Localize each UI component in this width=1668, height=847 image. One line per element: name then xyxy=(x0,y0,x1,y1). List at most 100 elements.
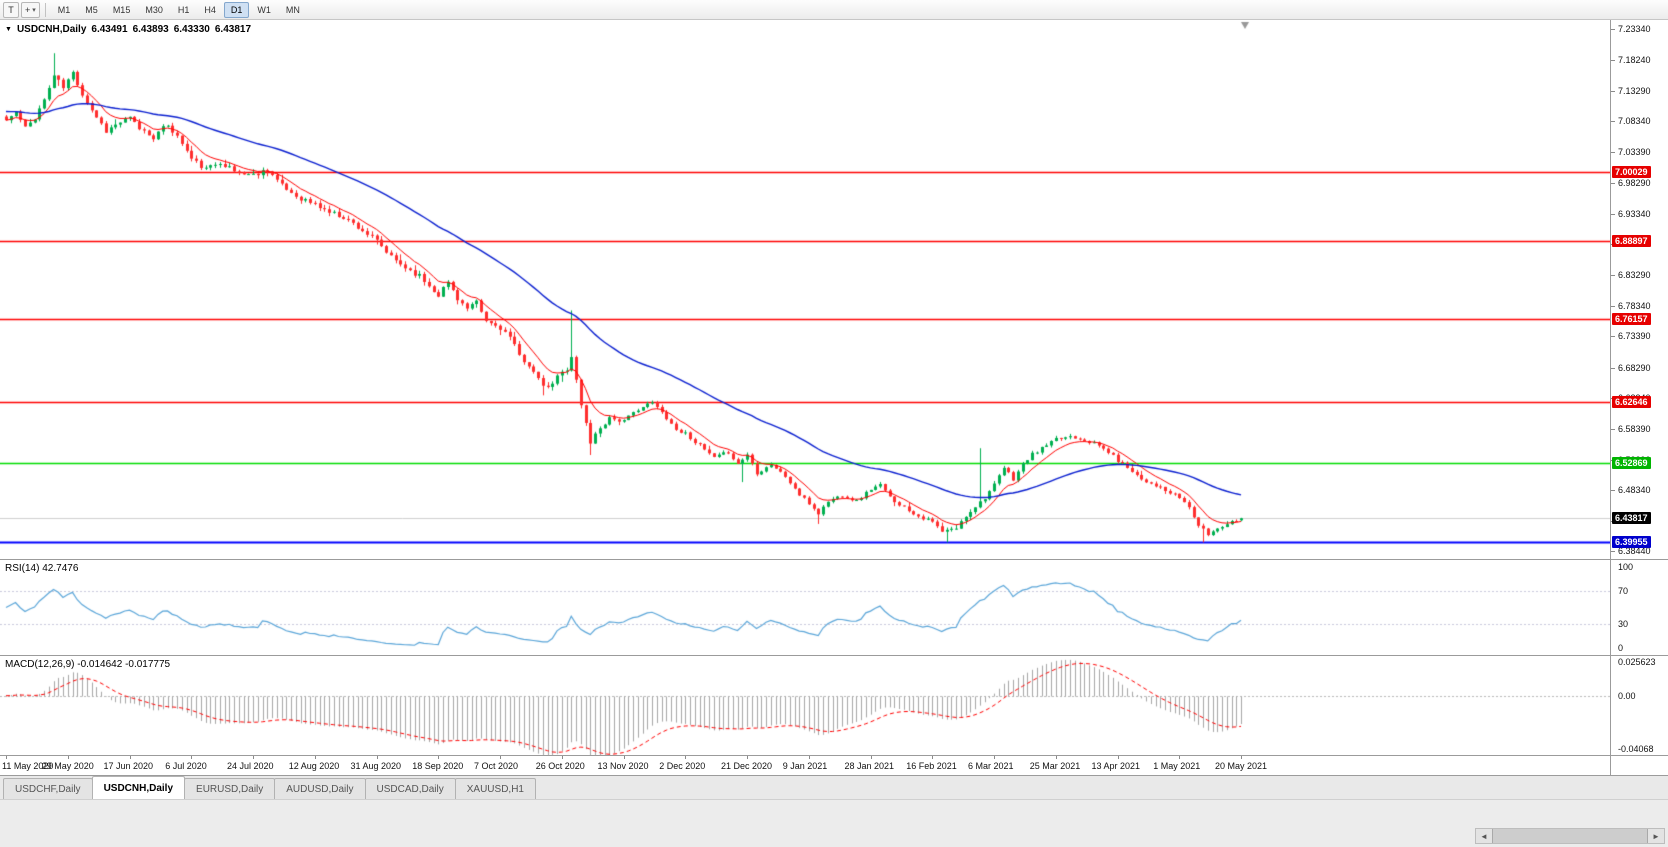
price-tick-label: 6.98290 xyxy=(1618,178,1651,189)
crosshair-icon: + xyxy=(25,4,31,15)
scroll-left-button[interactable]: ◄ xyxy=(1476,829,1492,843)
timeframe-button-h1[interactable]: H1 xyxy=(177,4,190,15)
price-tick-label: 7.08340 xyxy=(1618,116,1651,127)
price-tick-mark xyxy=(1611,91,1615,92)
scrollbar-thumb[interactable] xyxy=(1492,829,1648,843)
date-axis[interactable]: 11 May 2020 29 May 2020 17 Jun 2020 6 Jul 2… xyxy=(0,755,1668,776)
date-label: 7 Oct 2020 xyxy=(474,761,519,771)
date-label: 1 May 2021 xyxy=(1153,761,1201,771)
macd-canvas[interactable] xyxy=(0,656,1610,755)
date-tick-mark xyxy=(1179,756,1180,759)
chart-tab-eurusd[interactable]: EURUSD,Daily xyxy=(184,778,276,799)
timeframe-button-m15[interactable]: M15 xyxy=(112,4,131,15)
level-price-tag: 6.76157 xyxy=(1612,313,1651,326)
chart-high-value: 6.43893 xyxy=(132,24,169,35)
date-tick-mark xyxy=(624,756,625,759)
date-tick-mark xyxy=(253,756,254,759)
date-tick-mark xyxy=(1056,756,1057,759)
timeframe-button-h4[interactable]: H4 xyxy=(204,4,216,15)
chart-tab-usdchf[interactable]: USDCHF,Daily xyxy=(3,778,93,799)
timeframe-button-m5[interactable]: M5 xyxy=(85,4,98,15)
timeframe-button-m30[interactable]: M30 xyxy=(145,4,163,15)
macd-axis[interactable]: 0.025623 0.00 -0.04068 xyxy=(1610,656,1668,755)
chart-symbol-label: USDCNH,Daily xyxy=(16,24,87,35)
date-label: 12 Aug 2020 xyxy=(288,761,340,771)
date-label: 6 Mar 2021 xyxy=(968,761,1014,771)
price-tick-label: 7.03390 xyxy=(1618,146,1651,157)
chart-tab-audusd[interactable]: AUDUSD,Daily xyxy=(274,778,366,799)
price-tick-mark xyxy=(1611,214,1615,215)
timeframe-button-mn[interactable]: MN xyxy=(285,4,300,15)
rsi-canvas[interactable] xyxy=(0,560,1610,655)
level-price-tag: 6.39955 xyxy=(1612,536,1651,549)
price-tick-label: 7.23340 xyxy=(1618,23,1651,34)
price-tick-label: 7.13290 xyxy=(1618,85,1651,96)
date-label: 16 Feb 2021 xyxy=(906,761,957,771)
price-tick-mark xyxy=(1611,29,1615,30)
chart-area: ▼ USDCNH,Daily 6.43491 6.43893 6.43330 6… xyxy=(0,20,1668,776)
date-label: 28 Jan 2021 xyxy=(844,761,895,771)
date-label: 17 Jun 2020 xyxy=(103,761,154,771)
price-tick-mark xyxy=(1611,121,1615,122)
date-tick-mark xyxy=(315,756,316,759)
chart-tab-usdcad[interactable]: USDCAD,Daily xyxy=(364,778,456,799)
date-label: 11 May 2020 xyxy=(2,761,54,771)
date-tick-mark xyxy=(6,756,7,759)
date-label: 13 Apr 2021 xyxy=(1091,761,1141,771)
level-price-tag: 7.00029 xyxy=(1612,166,1651,179)
main-chart-panel: ▼ USDCNH,Daily 6.43491 6.43893 6.43330 6… xyxy=(0,20,1668,559)
timeframe-button-d1[interactable]: D1 xyxy=(223,1,250,18)
date-tick-mark xyxy=(871,756,872,759)
chart-low-value: 6.43330 xyxy=(173,24,210,35)
timeframe-button-w1[interactable]: W1 xyxy=(257,4,271,15)
price-tick-mark xyxy=(1611,275,1615,276)
collapse-triangle-icon[interactable]: ▼ xyxy=(5,26,12,33)
date-tick-mark xyxy=(500,756,501,759)
timeframe-button-m1[interactable]: M1 xyxy=(57,4,71,15)
macd-label: MACD(12,26,9) -0.014642 -0.017775 xyxy=(5,659,171,670)
date-label: 31 Aug 2020 xyxy=(350,761,402,771)
chart-title: ▼ USDCNH,Daily 6.43491 6.43893 6.43330 6… xyxy=(5,24,251,35)
price-tick-mark xyxy=(1611,368,1615,369)
cursor-tool-button[interactable]: + ▾ xyxy=(21,1,40,18)
rsi-tick-label: 30 xyxy=(1618,618,1629,629)
scroll-right-button[interactable]: ► xyxy=(1648,829,1664,843)
price-tick-label: 6.48340 xyxy=(1618,485,1651,496)
date-tick-mark xyxy=(809,756,810,759)
price-tick-mark xyxy=(1611,60,1615,61)
bottom-strip: ◄ ► xyxy=(0,799,1668,847)
price-tick-label: 7.18240 xyxy=(1618,55,1651,66)
rsi-tick-label: 100 xyxy=(1618,561,1634,572)
date-tick-mark xyxy=(1118,756,1119,759)
chart-tab-usdcnh[interactable]: USDCNH,Daily xyxy=(91,776,186,799)
price-axis[interactable]: 7.23340 7.18240 7.13290 7.08340 7.03390 6.982… xyxy=(1610,20,1668,559)
date-tick-mark xyxy=(562,756,563,759)
rsi-axis[interactable]: 100 70 30 0 xyxy=(1610,560,1668,655)
date-tick-mark xyxy=(1241,756,1242,759)
price-tick-label: 6.58390 xyxy=(1618,423,1651,434)
date-label: 29 May 2020 xyxy=(41,761,94,771)
price-tick-mark xyxy=(1611,183,1615,184)
chart-tab-xauusd[interactable]: XAUUSD,H1 xyxy=(454,778,536,799)
chart-close-value: 6.43817 xyxy=(214,24,252,35)
price-tick-mark xyxy=(1611,429,1615,430)
chevron-down-icon: ▾ xyxy=(32,6,36,14)
horizontal-scrollbar[interactable]: ◄ ► xyxy=(1475,828,1665,844)
toolbar-separator xyxy=(44,2,46,17)
date-label: 21 Dec 2020 xyxy=(721,761,773,771)
chart-template-button[interactable]: T xyxy=(3,1,19,18)
chart-open-value: 6.43491 xyxy=(91,24,128,35)
price-tick-mark xyxy=(1611,152,1615,153)
main-chart-canvas[interactable] xyxy=(0,20,1610,559)
macd-tick-label: -0.04068 xyxy=(1618,743,1654,754)
toolbar: T + ▾ M1 M5 M15 M30 H1 H4 D1 W1 MN xyxy=(0,0,1668,20)
date-tick-mark xyxy=(438,756,439,759)
level-price-tag: 6.88897 xyxy=(1612,234,1651,247)
date-label: 13 Nov 2020 xyxy=(597,761,649,771)
rsi-label: RSI(14) 42.7476 xyxy=(5,563,79,574)
chart-tab-bar: USDCHF,Daily USDCNH,Daily EURUSD,Daily AUDU… xyxy=(0,775,1668,799)
date-tick-mark xyxy=(130,756,131,759)
date-axis-corner xyxy=(1610,756,1668,776)
timeframe-group: M1 M5 M15 M30 H1 H4 D1 W1 MN xyxy=(51,1,308,18)
